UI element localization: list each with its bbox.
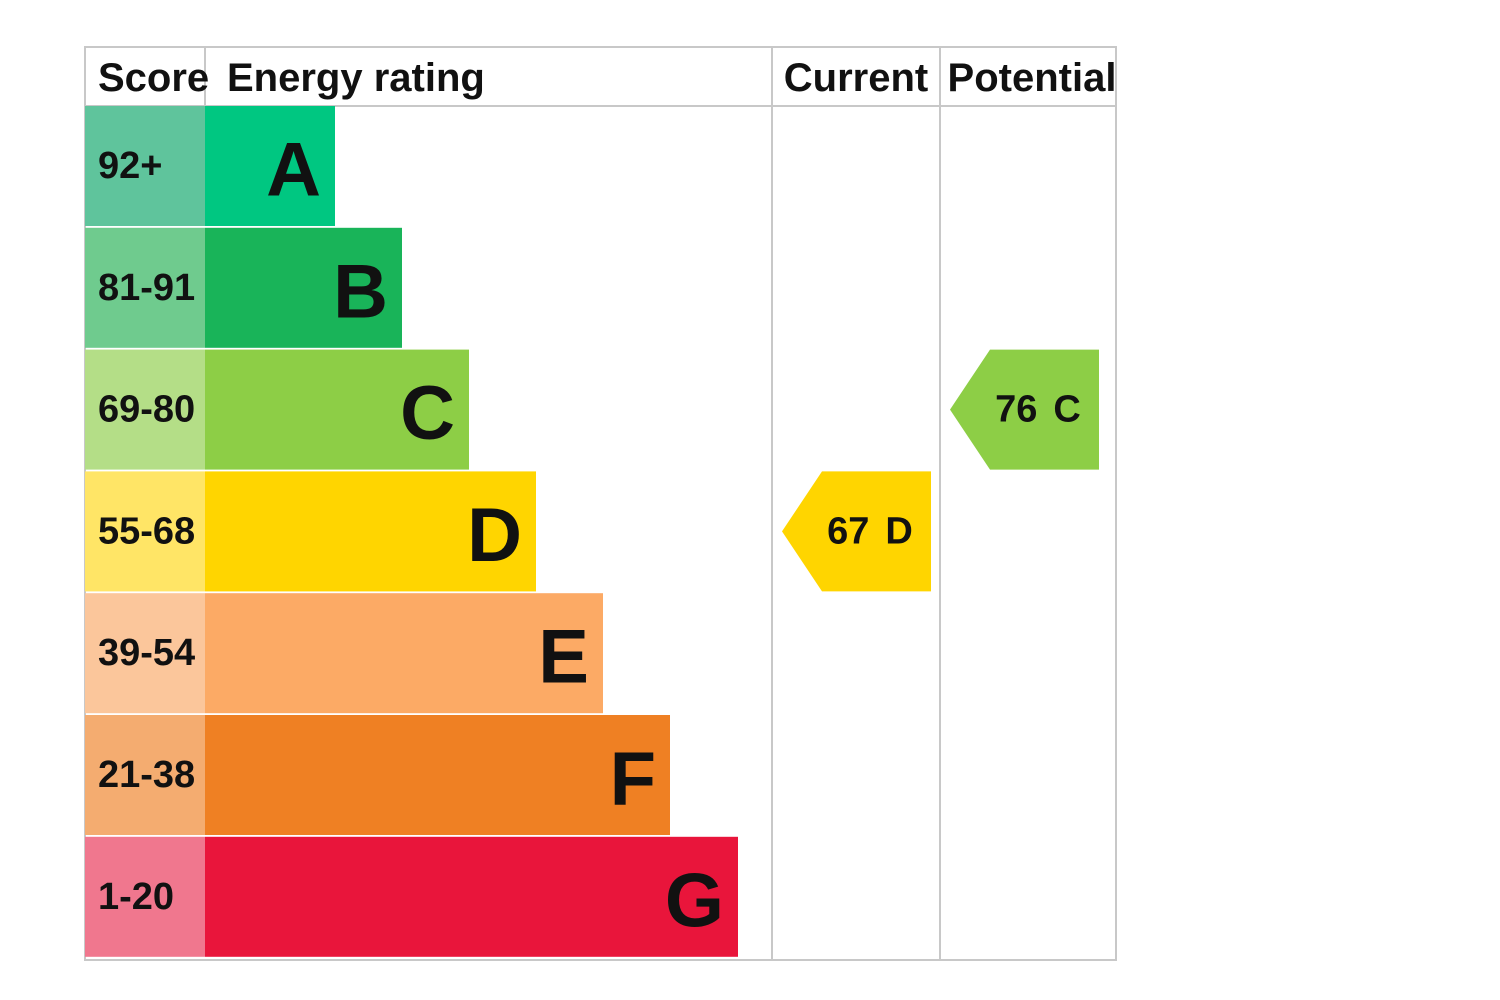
rating-letter: E <box>538 615 589 700</box>
rating-letter: F <box>610 737 656 822</box>
header-score: Score <box>98 56 209 100</box>
rating-bar <box>205 593 603 714</box>
score-cell <box>85 471 205 592</box>
score-label: 39-54 <box>98 632 195 674</box>
current-label: 67 D <box>827 510 913 552</box>
potential-label: 76 C <box>995 389 1081 431</box>
rating-letter: G <box>665 858 724 943</box>
score-label: 21-38 <box>98 754 195 796</box>
rating-bar <box>205 836 738 957</box>
rating-bar <box>205 471 536 592</box>
rating-letter: B <box>333 249 388 334</box>
rating-bar <box>205 106 335 226</box>
score-cell <box>85 106 205 226</box>
score-cell <box>85 593 205 714</box>
score-cell <box>85 836 205 957</box>
rating-bar <box>205 715 670 835</box>
potential-arrow <box>950 349 1099 470</box>
rating-letter: D <box>467 493 522 578</box>
header-potential: Potential <box>948 56 1117 100</box>
header-current: Current <box>784 56 928 100</box>
header-rating: Energy rating <box>227 56 485 100</box>
potential-value: 76 <box>995 389 1037 431</box>
rating-bar <box>205 349 469 470</box>
score-cell <box>85 227 205 348</box>
score-cell <box>85 715 205 835</box>
current-value: 67 <box>827 510 869 552</box>
rating-bar <box>205 227 402 348</box>
current-letter: D <box>885 510 912 552</box>
score-cell <box>85 349 205 470</box>
rating-letter: A <box>266 128 321 213</box>
current-arrow <box>782 471 931 592</box>
potential-letter: C <box>1053 389 1080 431</box>
score-label: 81-91 <box>98 267 195 309</box>
score-label: 1-20 <box>98 876 174 918</box>
score-label: 69-80 <box>98 389 195 431</box>
rating-letter: C <box>400 371 455 456</box>
score-label: 92+ <box>98 145 162 187</box>
score-label: 55-68 <box>98 510 195 552</box>
